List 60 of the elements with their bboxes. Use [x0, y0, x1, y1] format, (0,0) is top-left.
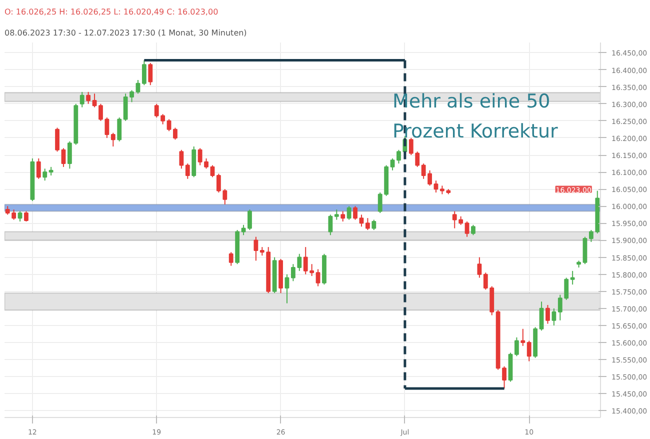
candlestick	[36, 158, 41, 180]
candlestick	[18, 210, 22, 222]
candlestick	[310, 264, 314, 277]
candlestick	[136, 80, 140, 94]
candlestick	[514, 336, 519, 357]
candlestick	[185, 163, 190, 180]
candlestick	[390, 158, 395, 171]
candlestick	[148, 62, 153, 86]
candlestick	[228, 252, 234, 266]
candlestick	[490, 286, 494, 316]
candlestick	[346, 206, 352, 220]
candlestick	[55, 127, 60, 152]
candlestick	[42, 168, 48, 182]
candlestick	[372, 219, 376, 230]
candlestick	[142, 60, 146, 86]
candlestick	[210, 164, 215, 178]
chart-title: O: 16.026,25 H: 16.026,25 L: 16.020,49 C: 16.023,00	[4, 8, 218, 16]
candlestick	[359, 214, 364, 228]
candlestick	[297, 253, 302, 272]
candlestick	[86, 91, 91, 104]
candlestick	[80, 91, 84, 108]
candlestick	[552, 308, 556, 326]
candlestick	[328, 214, 333, 236]
candlestick	[123, 93, 128, 122]
candlestick	[353, 206, 358, 220]
candlestick	[173, 127, 178, 140]
candlestick	[464, 220, 470, 238]
candlestick	[12, 209, 16, 220]
candlestick	[520, 328, 526, 346]
candlestick	[396, 149, 401, 164]
candlestick	[483, 272, 488, 290]
candlestick	[284, 274, 290, 304]
candlestick	[130, 90, 134, 103]
candlestick	[570, 270, 575, 286]
candlestick	[539, 301, 544, 332]
candlestick	[471, 224, 476, 236]
candlestick	[179, 149, 184, 170]
candlestick	[340, 210, 346, 222]
chart-subtitle: 08.06.2023 17:30 - 12.07.2023 17:30 (1 Monat, 30 Minuten)	[4, 28, 247, 38]
candlestick	[166, 118, 172, 132]
candlestick	[92, 93, 97, 108]
candlestick	[526, 340, 532, 362]
candlestick	[316, 268, 320, 287]
candlestick	[334, 209, 339, 220]
candlestick	[110, 132, 116, 147]
candlestick	[117, 117, 122, 142]
candlestick	[477, 256, 482, 278]
candlestick	[303, 246, 308, 275]
candlestick	[502, 366, 506, 390]
candlestick	[24, 210, 28, 222]
annotation: Mehr als eine 50 Prozent Korrektur	[392, 90, 558, 142]
candlestick	[582, 236, 588, 265]
candlestick	[434, 180, 438, 193]
candlestick	[61, 148, 66, 168]
candlestick	[248, 209, 252, 230]
candlestick	[290, 264, 296, 282]
candlestick	[254, 236, 258, 262]
candlestick	[365, 218, 370, 230]
candlestick	[546, 304, 550, 324]
candlestick	[67, 140, 72, 170]
